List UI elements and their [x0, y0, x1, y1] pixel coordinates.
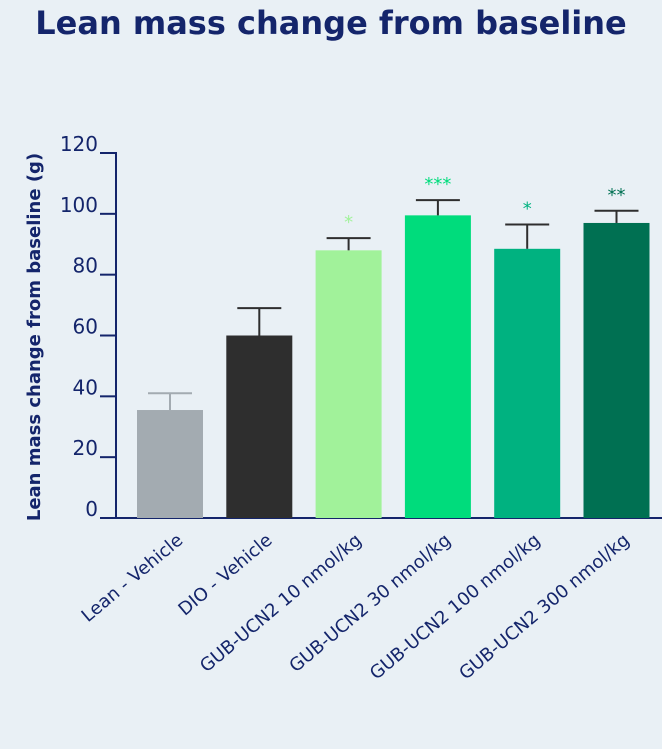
significance-marker: *** — [424, 174, 451, 195]
y-tick-label: 0 — [85, 497, 98, 521]
y-axis-label: Lean mass change from baseline (g) — [24, 153, 45, 521]
bar — [404, 215, 471, 518]
bar — [226, 335, 293, 518]
x-tick-label: GUB-UCN2 10 nmol/kg — [196, 530, 366, 677]
y-tick-label: 120 — [60, 132, 98, 156]
x-tick-label: GUB-UCN2 30 nmol/kg — [285, 530, 455, 677]
y-tick-label: 100 — [60, 193, 98, 217]
chart-title: Lean mass change from baseline — [35, 4, 627, 42]
y-tick-label: 40 — [73, 375, 98, 399]
y-tick-label: 80 — [73, 254, 98, 278]
significance-marker: * — [523, 198, 532, 219]
bar — [494, 248, 561, 518]
x-tick-label: GUB-UCN2 100 nmol/kg — [366, 530, 544, 684]
y-tick-label: 60 — [73, 315, 98, 339]
x-tick-label: Lean - Vehicle — [78, 530, 188, 627]
significance-marker: ** — [608, 185, 626, 206]
bar — [583, 222, 650, 519]
y-tick-label: 20 — [73, 436, 98, 460]
x-tick-label: GUB-UCN2 300 nmol/kg — [455, 530, 633, 684]
bar — [315, 250, 382, 519]
significance-marker: * — [344, 212, 353, 233]
bar — [137, 410, 203, 518]
